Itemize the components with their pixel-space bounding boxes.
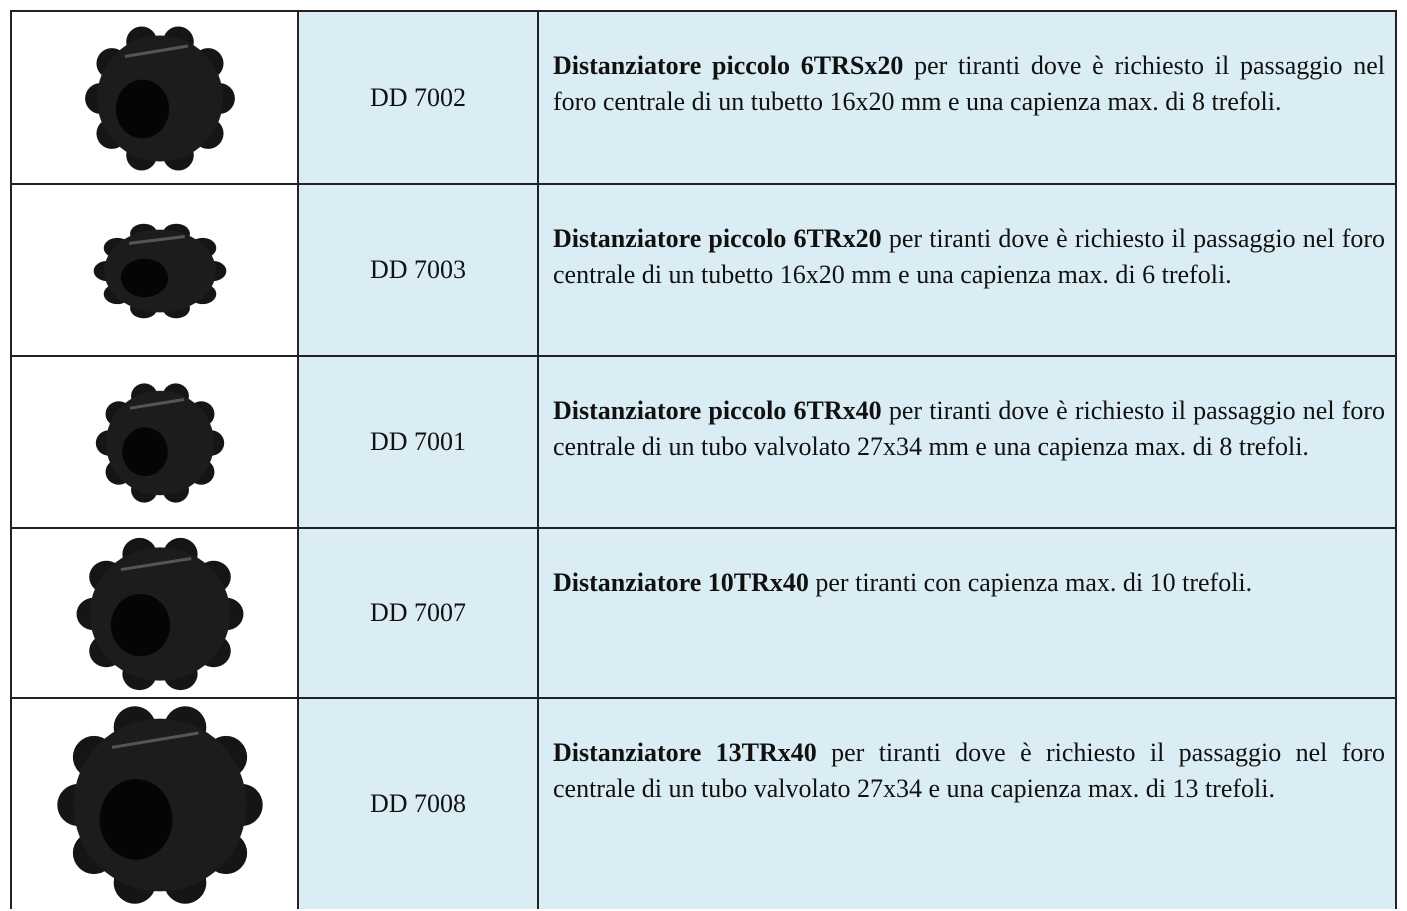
- spacer-icon: [93, 223, 227, 319]
- product-code: DD 7007: [297, 529, 537, 697]
- product-description: Distanziatore piccolo 6TRx40 per tiranti…: [537, 357, 1397, 527]
- product-text: per tiranti dove è richiesto il passaggi…: [553, 738, 1386, 803]
- table-row: DD 7001 Distanziatore piccolo 6TRx40 per …: [10, 355, 1397, 527]
- product-text: per tiranti con capienza max. di 10 tref…: [815, 568, 1253, 597]
- product-image: [10, 12, 297, 183]
- product-text: per tiranti dove è richiesto il passaggi…: [553, 224, 1386, 289]
- product-image: [10, 185, 297, 355]
- spacer-icon: [85, 26, 235, 171]
- product-code: DD 7001: [297, 357, 537, 527]
- product-name: Distanziatore piccolo 6TRSx20: [553, 51, 904, 80]
- product-image: [10, 699, 297, 909]
- product-description: Distanziatore piccolo 6TRSx20 per tirant…: [537, 12, 1397, 183]
- product-code: DD 7008: [297, 699, 537, 909]
- product-name: Distanziatore 13TRx40: [553, 738, 817, 767]
- product-text: per tiranti dove è richiesto il passaggi…: [553, 396, 1386, 461]
- spacer-icon: [76, 537, 244, 691]
- product-description: Distanziatore 13TRx40 per tiranti dove è…: [537, 699, 1397, 909]
- table-row: DD 7002 Distanziatore piccolo 6TRSx20 per…: [10, 10, 1397, 183]
- product-description: Distanziatore piccolo 6TRx20 per tiranti…: [537, 185, 1397, 355]
- table-row: DD 7008 Distanziatore 13TRx40 per tiranti…: [10, 697, 1397, 909]
- product-code: DD 7003: [297, 185, 537, 355]
- spacer-icon: [95, 383, 225, 503]
- product-code: DD 7002: [297, 12, 537, 183]
- product-image: [10, 357, 297, 527]
- product-name: Distanziatore 10TRx40: [553, 568, 809, 597]
- product-name: Distanziatore piccolo 6TRx20: [553, 224, 882, 253]
- product-name: Distanziatore piccolo 6TRx40: [553, 396, 882, 425]
- table-row: DD 7007 Distanziatore 10TRx40 per tiranti…: [10, 527, 1397, 697]
- table-row: DD 7003 Distanziatore piccolo 6TRx20 per …: [10, 183, 1397, 355]
- product-image: [10, 529, 297, 697]
- product-text: per tiranti dove è richiesto il passaggi…: [553, 51, 1385, 116]
- product-description: Distanziatore 10TRx40 per tiranti con ca…: [537, 529, 1397, 697]
- spacer-icon: [57, 706, 263, 904]
